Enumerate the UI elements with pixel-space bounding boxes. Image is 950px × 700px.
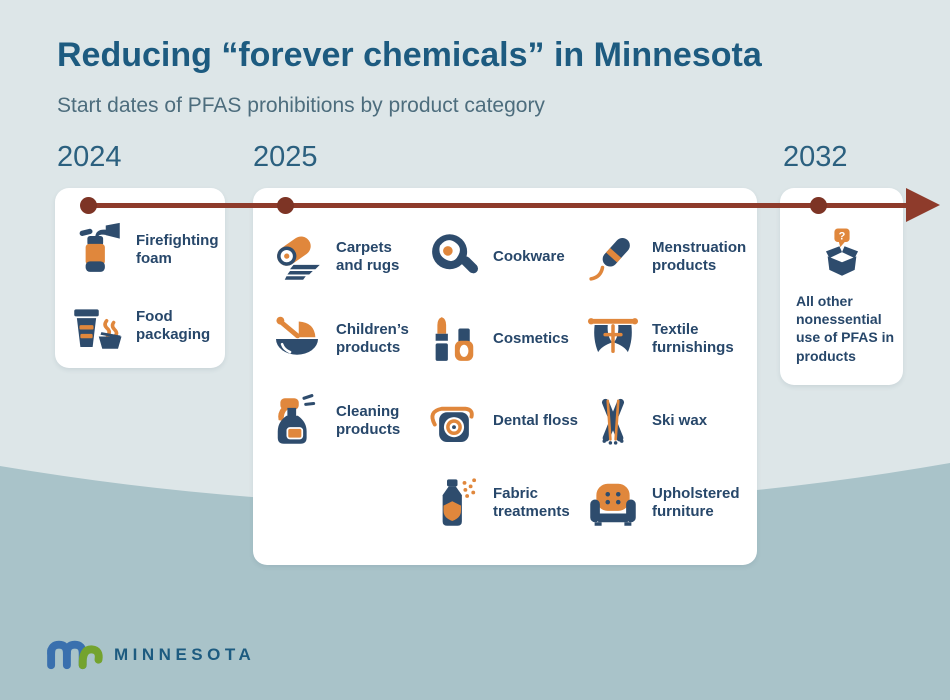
product-item-carpets-and-rugs: Carpets and rugs xyxy=(269,216,416,298)
page-subtitle: Start dates of PFAS prohibitions by prod… xyxy=(57,94,545,117)
product-label: Children’s products xyxy=(336,320,409,356)
product-label: Fabric treatments xyxy=(493,484,570,520)
product-label: Upholstered furniture xyxy=(652,484,740,520)
card-2025: Carpets and rugs Children’s products xyxy=(253,188,757,565)
page-title: Reducing “forever chemicals” in Minnesot… xyxy=(57,36,762,74)
year-label-2032: 2032 xyxy=(783,141,848,173)
product-item-menstruation-products: Menstruation products xyxy=(585,216,756,298)
card-2032: ? All other nonessential use of PFAS in … xyxy=(780,188,903,385)
fire-extinguisher-icon xyxy=(69,222,125,278)
year-label-2024: 2024 xyxy=(57,141,122,173)
timeline-arrowhead-icon xyxy=(906,188,940,222)
timeline-dot-2024 xyxy=(80,197,97,214)
card-2024: Firefighting foam Food packaging xyxy=(55,188,225,368)
product-item-cleaning-products: Cleaning products xyxy=(269,380,416,462)
brand-wordmark: MINNESOTA xyxy=(114,645,256,664)
timeline-line xyxy=(84,203,908,208)
product-label: Cookware xyxy=(493,247,565,265)
armchair-icon xyxy=(585,475,641,531)
tampon-icon xyxy=(585,229,641,285)
food-packaging-icon xyxy=(69,298,125,354)
product-label: Menstruation products xyxy=(652,238,747,274)
product-item-cosmetics: Cosmetics xyxy=(426,298,585,380)
product-label: Ski wax xyxy=(652,411,708,429)
product-label: Dental floss xyxy=(493,411,579,429)
curtains-icon xyxy=(585,311,641,367)
frying-pan-icon xyxy=(426,229,482,285)
timeline-dot-2032 xyxy=(810,197,827,214)
product-item-textile-furnishings: Textile furnishings xyxy=(585,298,756,380)
cradle-icon xyxy=(269,311,325,367)
product-label: Textile furnishings xyxy=(652,320,734,356)
product-item-firefighting-foam: Firefighting foam xyxy=(69,212,224,288)
product-label: All other nonessential use of PFAS in pr… xyxy=(796,293,895,364)
dental-floss-icon xyxy=(426,393,482,449)
crossed-skis-icon xyxy=(585,393,641,449)
svg-text:?: ? xyxy=(839,231,846,243)
product-item-food-packaging: Food packaging xyxy=(69,288,224,364)
product-label: Cosmetics xyxy=(493,329,569,347)
card-2025-column-3: Menstruation products Textile furnishing… xyxy=(585,216,756,544)
product-item-dental-floss: Dental floss xyxy=(426,380,585,462)
product-label: Food packaging xyxy=(136,307,211,343)
product-label: Cleaning products xyxy=(336,402,401,438)
card-2024-column: Firefighting foam Food packaging xyxy=(69,212,224,364)
mn-logo xyxy=(47,640,103,670)
product-item-fabric-treatments: Fabric treatments xyxy=(426,462,585,544)
product-label: Firefighting foam xyxy=(136,231,219,267)
product-label: Carpets and rugs xyxy=(336,238,400,274)
card-2025-column-2: Cookware Cosmetics xyxy=(426,216,585,544)
open-box-question-icon: ? xyxy=(815,226,869,280)
carpet-roll-icon xyxy=(269,229,325,285)
product-item-ski-wax: Ski wax xyxy=(585,380,756,462)
product-item-upholstered-furniture: Upholstered furniture xyxy=(585,462,756,544)
spray-bottle-icon xyxy=(269,393,325,449)
lipstick-icon xyxy=(426,311,482,367)
product-item-cookware: Cookware xyxy=(426,216,585,298)
year-label-2025: 2025 xyxy=(253,141,318,173)
spray-can-icon xyxy=(426,475,482,531)
timeline-dot-2025 xyxy=(277,197,294,214)
product-item-childrens-products: Children’s products xyxy=(269,298,416,380)
card-2025-column-1: Carpets and rugs Children’s products xyxy=(269,216,416,462)
